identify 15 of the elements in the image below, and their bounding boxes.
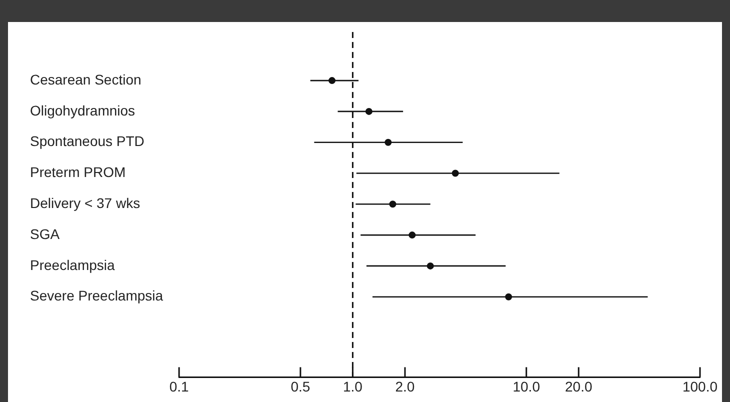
- y-tick-label: Delivery < 37 wks: [30, 195, 140, 212]
- y-tick-label: Oligohydramnios: [30, 102, 136, 118]
- y-tick-label: Severe Preeclampsia: [30, 288, 164, 304]
- x-tick-label: 0.1: [169, 378, 190, 394]
- x-tick-label: 1.0: [342, 378, 363, 394]
- x-tick-label: 0.5: [290, 378, 310, 394]
- y-tick-label: Spontaneous PTD: [30, 133, 144, 150]
- y-tick-label: SGA: [30, 226, 60, 242]
- y-tick-label: Preterm PROM: [30, 164, 126, 180]
- y-tick-label: Preeclampsia: [30, 256, 116, 273]
- x-tick-label: 20.0: [565, 378, 592, 394]
- x-tick-label: 10.0: [512, 378, 540, 394]
- x-tick-label: 100.0: [682, 378, 718, 394]
- y-tick-label: Cesarean Section: [30, 71, 142, 88]
- x-tick-label: 2.0: [395, 378, 415, 394]
